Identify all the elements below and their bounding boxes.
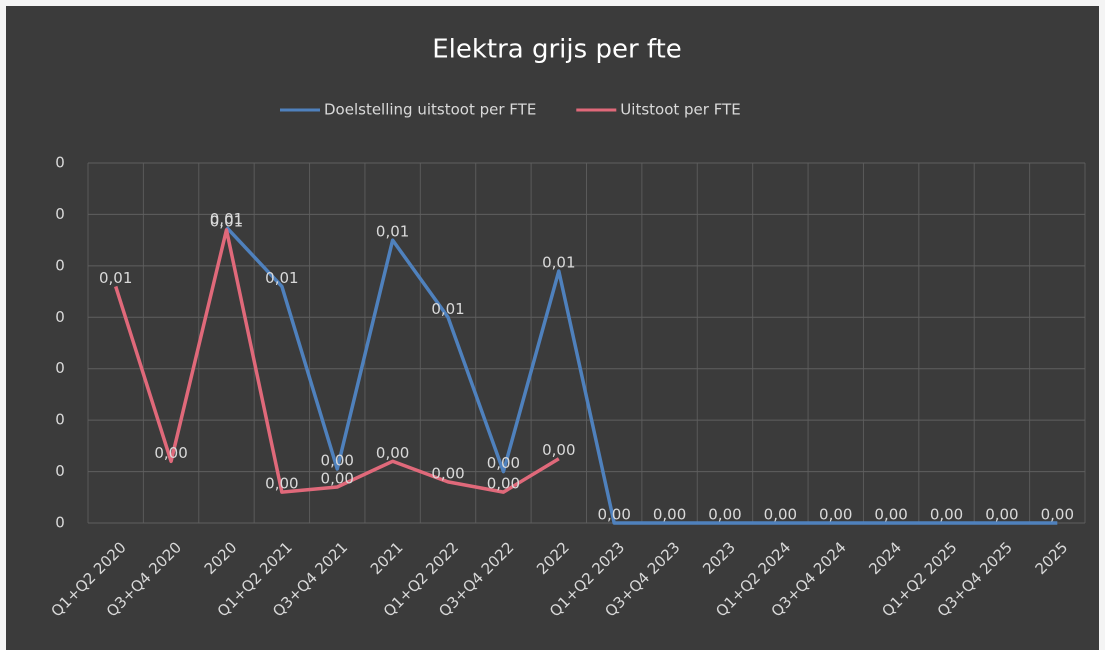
data-label: 0,00 [985,506,1018,524]
data-label: 0,00 [930,506,963,524]
data-label: 0,01 [542,254,575,272]
legend-label: Uitstoot per FTE [620,101,740,119]
data-label: 0,01 [265,269,298,287]
y-tick-label: 0 [55,308,65,326]
data-label: 0,00 [819,506,852,524]
data-label: 0,01 [99,269,132,287]
data-label: 0,00 [321,470,354,488]
y-tick-label: 0 [55,462,65,480]
data-label: 0,00 [542,441,575,459]
data-label: 0,00 [764,506,797,524]
y-tick-label: 0 [55,205,65,223]
data-label: 0,00 [431,464,464,482]
data-label: 0,01 [376,223,409,241]
y-tick-label: 0 [55,256,65,274]
data-label: 0,00 [653,506,686,524]
data-label: 0,00 [1041,506,1074,524]
y-tick-label: 0 [55,411,65,429]
y-tick-label: 0 [55,514,65,532]
data-label: 0,00 [487,454,520,472]
data-label: 0,01 [431,300,464,318]
data-label: 0,00 [874,506,907,524]
data-label: 0,00 [487,475,520,493]
data-label: 0,01 [210,210,243,228]
chart-title: Elektra grijs per fte [432,35,682,65]
legend-label: Doelstelling uitstoot per FTE [324,101,536,119]
data-label: 0,00 [154,444,187,462]
y-tick-label: 0 [55,359,65,377]
data-label: 0,00 [376,444,409,462]
data-label: 0,00 [708,506,741,524]
series-line [114,228,560,494]
data-label: 0,01 [210,212,243,230]
data-label: 0,00 [597,506,630,524]
y-tick-label: 0 [55,154,65,172]
series-line [225,226,1058,525]
data-label: 0,00 [321,452,354,470]
chart-background [6,6,1099,650]
data-label: 0,00 [265,475,298,493]
